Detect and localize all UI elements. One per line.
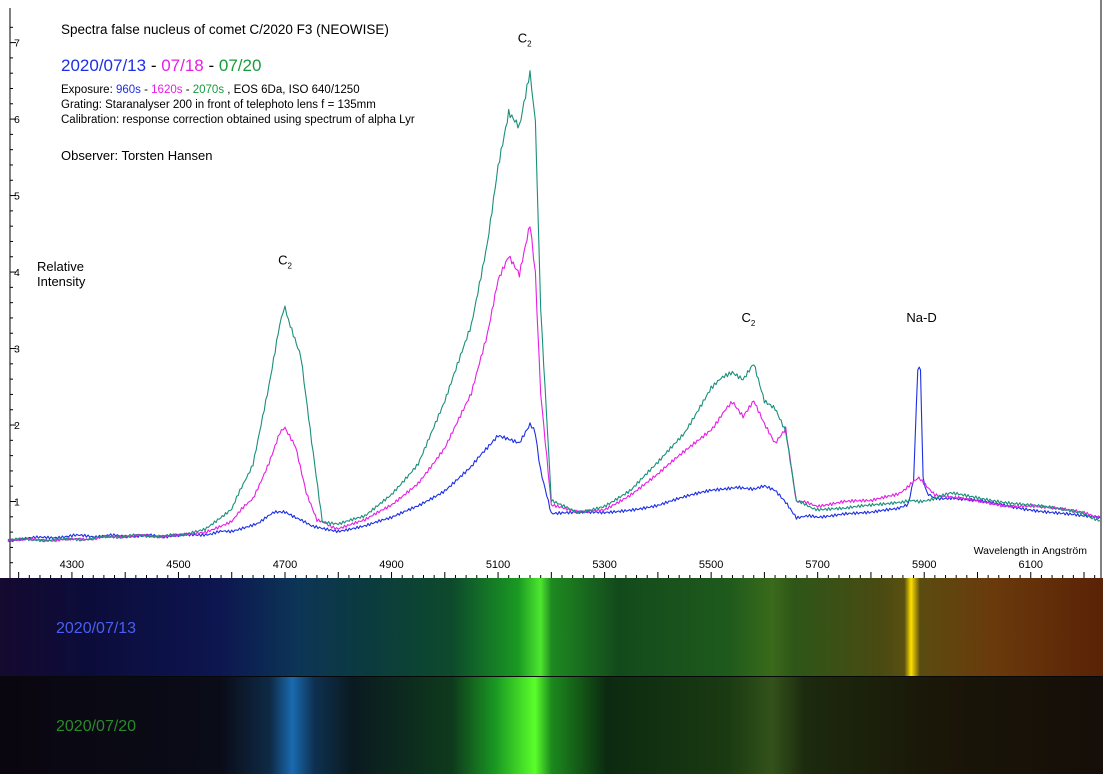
date-separator: - [146, 56, 162, 75]
peak-annotation: C2 [742, 310, 756, 328]
x-tick-label: 5500 [699, 559, 723, 571]
x-axis-ticks: 4300 4500 4700 4900 5100 5300 5500 5700 5900 6100 [18, 559, 1096, 578]
y-tick-label: 7 [14, 38, 20, 50]
plot-axes [9, 0, 1102, 578]
exposure-0718: 1620s [151, 84, 183, 96]
strip-0720-label: 2020/07/20 [56, 718, 136, 735]
series-line-2020-07-13 [7, 366, 1101, 543]
exposure-0720: 2070s [192, 84, 225, 96]
camera-info: , EOS 6Da, ISO 640/1250 [224, 84, 360, 96]
strip-0713-label: 2020/07/13 [56, 620, 136, 637]
x-tick-label: 5300 [592, 559, 616, 571]
peak-annotation: Na-D [906, 310, 936, 325]
y-tick-label: 1 [14, 497, 20, 509]
x-tick-label: 4500 [166, 559, 190, 571]
date-0718: 07/18 [161, 56, 204, 75]
x-tick-label: 5100 [486, 559, 510, 571]
exposure-line: Exposure: 960s - 1620s - 2070s , EOS 6Da… [61, 84, 360, 96]
date-separator: - [203, 56, 219, 75]
x-tick-label: 5700 [805, 559, 829, 571]
exposure-separator: - [182, 84, 193, 96]
y-tick-label: 2 [14, 420, 20, 432]
x-tick-label: 4700 [273, 559, 297, 571]
peak-annotations: C2 C2 C2 Na-D [278, 31, 937, 328]
date-0720: 07/20 [218, 56, 262, 75]
y-tick-label: 6 [14, 114, 20, 126]
y-axis-label: Relative Intensity [37, 259, 86, 289]
series-layer [7, 70, 1101, 543]
y-axis-ticks: 1 2 3 4 5 6 7 [10, 26, 20, 564]
x-tick-label: 4900 [379, 559, 403, 571]
spectrum-plot: 1 2 3 4 5 6 7 4300 4500 4700 4900 5100 5300 5500 5700… [7, 0, 1102, 578]
y-tick-label: 4 [14, 267, 20, 279]
x-tick-label: 5900 [912, 559, 936, 571]
peak-annotation: C2 [278, 252, 292, 270]
x-axis-label: Wavelength in Angström [974, 545, 1088, 557]
peak-annotation: C2 [518, 31, 532, 49]
x-tick-label: 6100 [1019, 559, 1043, 571]
calibration-line: Calibration: response correction obtaine… [61, 114, 415, 126]
spectrum-strip-0720: 2020/07/20 [0, 677, 1103, 774]
x-tick-label: 4300 [60, 559, 84, 571]
dates-line: 2020/07/13 - 07/18 - 07/20 [61, 56, 261, 76]
observer-line: Observer: Torsten Hansen [61, 148, 213, 163]
strip-divider [0, 676, 1103, 677]
exposure-0713: 960s [115, 84, 141, 96]
grating-line: Grating: Staranalyser 200 in front of te… [61, 99, 376, 111]
spectrum-strip-0713: 2020/07/13 [0, 578, 1103, 677]
exposure-label: Exposure: [61, 84, 116, 96]
series-line-07-20 [7, 70, 1101, 543]
chart-title: Spectra false nucleus of comet C/2020 F3… [61, 22, 389, 37]
series-line-07-18 [7, 226, 1101, 543]
date-0713: 2020/07/13 [61, 56, 147, 75]
exposure-separator: - [140, 84, 152, 96]
y-tick-label: 3 [14, 344, 20, 356]
y-tick-label: 5 [14, 191, 20, 203]
